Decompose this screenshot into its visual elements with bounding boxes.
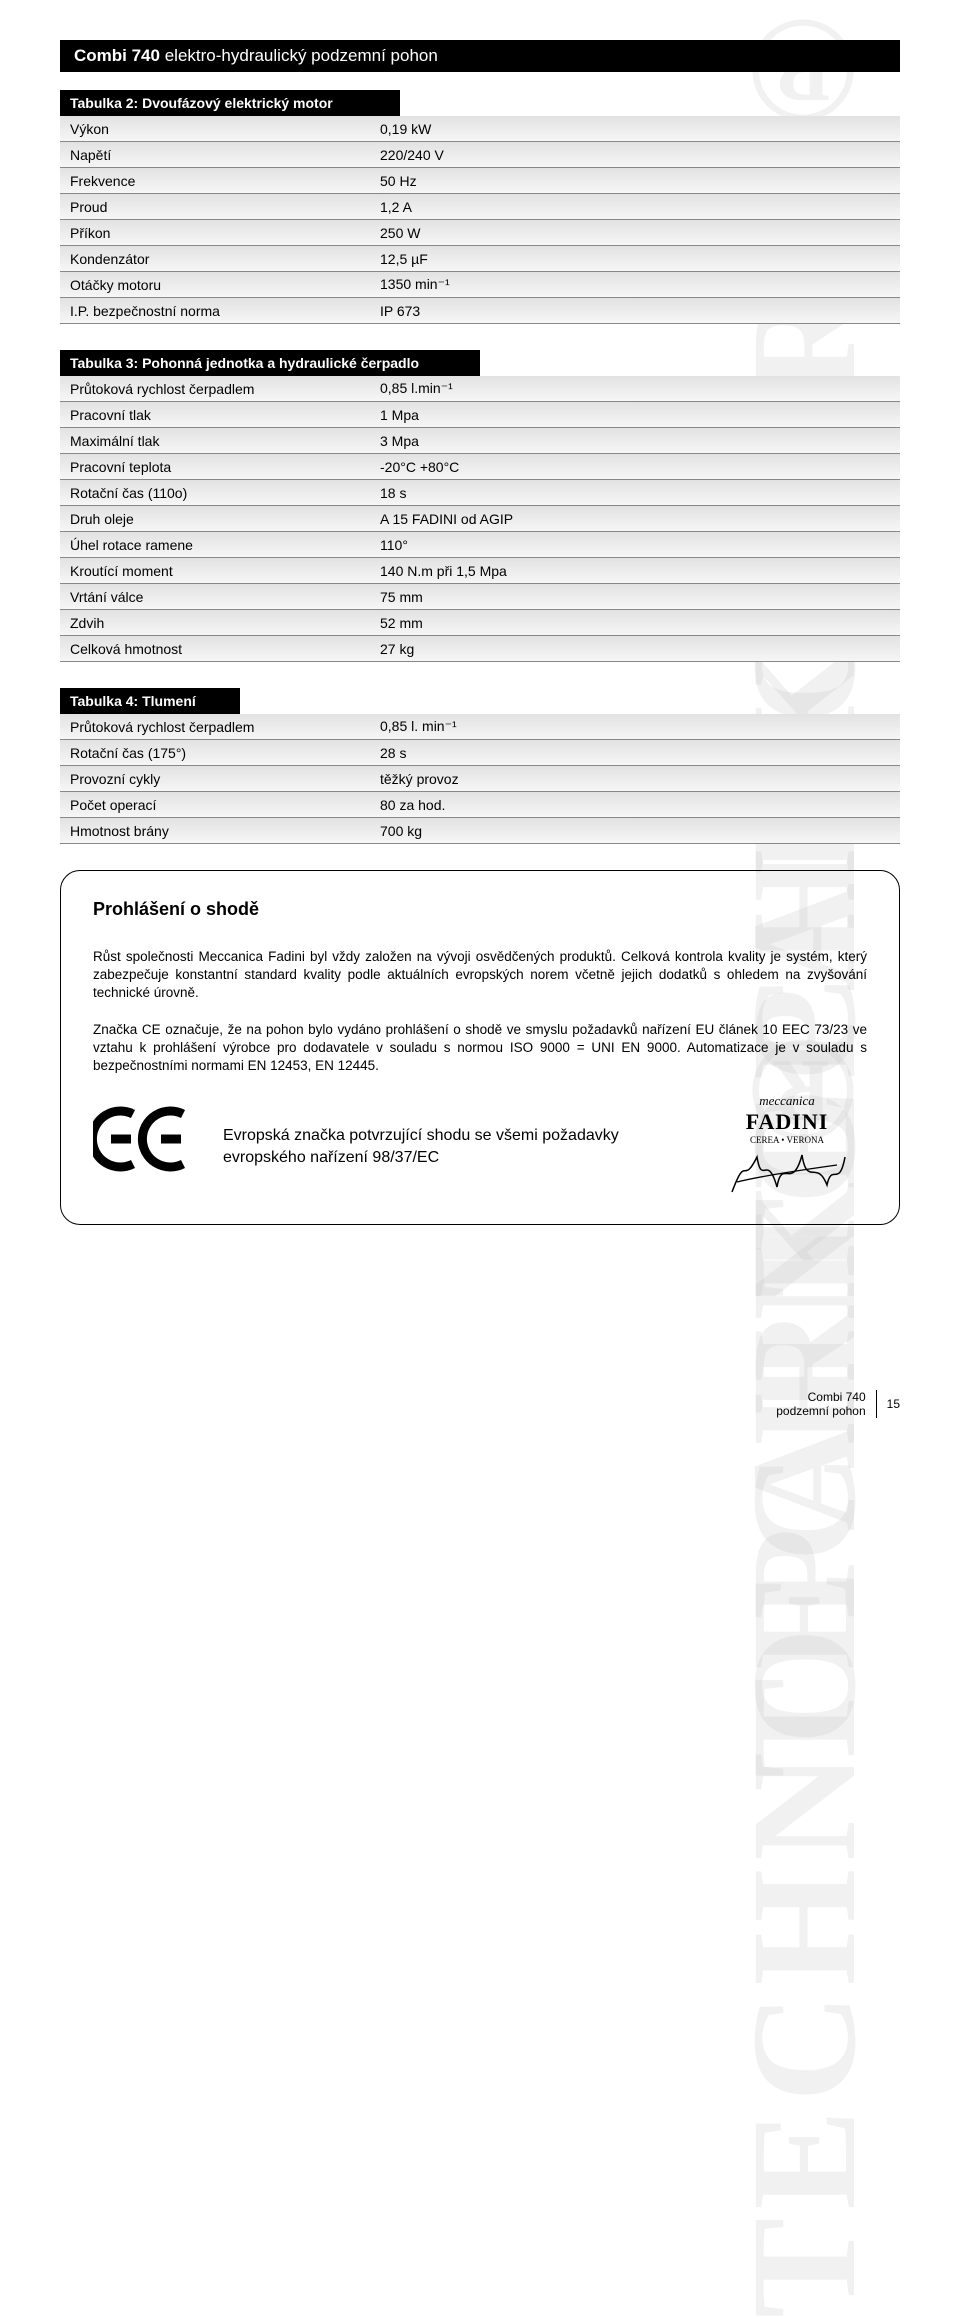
spec-value: 75 mm xyxy=(370,585,900,609)
table-row: Napětí220/240 V xyxy=(60,142,900,168)
table-row: Průtoková rychlost čerpadlem0,85 l.min⁻¹ xyxy=(60,376,900,402)
table-4: Tabulka 4: Tlumení Průtoková rychlost če… xyxy=(60,688,900,844)
product-name: Combi 740 xyxy=(74,46,160,65)
spec-value: 3 Mpa xyxy=(370,429,900,453)
spec-label: Napětí xyxy=(60,143,370,167)
ce-mark-icon xyxy=(93,1104,203,1189)
spec-value: 0,85 l. min⁻¹ xyxy=(370,714,900,739)
spec-label: Pracovní tlak xyxy=(60,403,370,427)
table-row: Příkon250 W xyxy=(60,220,900,246)
declaration-box: Prohlášení o shodě Růst společnosti Mecc… xyxy=(60,870,900,1225)
spec-value: 18 s xyxy=(370,481,900,505)
table-row: Rotační čas (175°)28 s xyxy=(60,740,900,766)
declaration-para-2: Značka CE označuje, že na pohon bylo vyd… xyxy=(93,1021,867,1076)
table-row: Rotační čas (110o)18 s xyxy=(60,480,900,506)
sig-line-2: FADINI xyxy=(707,1109,867,1135)
spec-label: Rotační čas (175°) xyxy=(60,741,370,765)
table-row: Kroutící moment140 N.m při 1,5 Mpa xyxy=(60,558,900,584)
spec-label: Proud xyxy=(60,195,370,219)
table-4-title: Tabulka 4: Tlumení xyxy=(60,688,240,714)
spec-label: Provozní cykly xyxy=(60,767,370,791)
table-row: Druh olejeA 15 FADINI od AGIP xyxy=(60,506,900,532)
table-row: I.P. bezpečnostní normaIP 673 xyxy=(60,298,900,324)
spec-label: Kondenzátor xyxy=(60,247,370,271)
spec-value: 52 mm xyxy=(370,611,900,635)
table-2: Tabulka 2: Dvoufázový elektrický motor V… xyxy=(60,90,900,324)
spec-label: Maximální tlak xyxy=(60,429,370,453)
footer-page-number: 15 xyxy=(887,1397,900,1411)
ce-text: Evropská značka potvrzující shodu se vše… xyxy=(223,1125,687,1168)
spec-value: 110° xyxy=(370,533,900,557)
spec-value: 12,5 µF xyxy=(370,247,900,271)
product-subtitle: elektro-hydraulický podzemní pohon xyxy=(165,46,438,65)
spec-value: 700 kg xyxy=(370,819,900,843)
table-row: Úhel rotace ramene110° xyxy=(60,532,900,558)
table-row: Provozní cyklytěžký provoz xyxy=(60,766,900,792)
spec-label: Hmotnost brány xyxy=(60,819,370,843)
page-footer: Combi 740 podzemní pohon 15 xyxy=(776,1390,900,1418)
spec-value: 27 kg xyxy=(370,637,900,661)
spec-value: těžký provoz xyxy=(370,767,900,791)
spec-label: Příkon xyxy=(60,221,370,245)
spec-label: Frekvence xyxy=(60,169,370,193)
declaration-para-1: Růst společnosti Meccanica Fadini byl vž… xyxy=(93,948,867,1003)
signature-block: meccanica FADINI CEREA • VERONA xyxy=(707,1093,867,1200)
declaration-title: Prohlášení o shodě xyxy=(93,899,867,920)
spec-label: Zdvih xyxy=(60,611,370,635)
table-row: Vrtání válce75 mm xyxy=(60,584,900,610)
spec-value: -20°C +80°C xyxy=(370,455,900,479)
table-row: Pracovní tlak1 Mpa xyxy=(60,402,900,428)
spec-label: Vrtání válce xyxy=(60,585,370,609)
spec-label: Celková hmotnost xyxy=(60,637,370,661)
table-row: Maximální tlak3 Mpa xyxy=(60,428,900,454)
spec-value: 140 N.m při 1,5 Mpa xyxy=(370,559,900,583)
table-row: Frekvence50 Hz xyxy=(60,168,900,194)
table-row: Výkon0,19 kW xyxy=(60,116,900,142)
table-3-title: Tabulka 3: Pohonná jednotka a hydraulick… xyxy=(60,350,480,376)
table-2-title: Tabulka 2: Dvoufázový elektrický motor xyxy=(60,90,400,116)
spec-label: Úhel rotace ramene xyxy=(60,533,370,557)
signature-scribble xyxy=(727,1147,847,1200)
spec-value: 220/240 V xyxy=(370,143,900,167)
spec-value: IP 673 xyxy=(370,299,900,323)
spec-value: 0,85 l.min⁻¹ xyxy=(370,376,900,401)
table-row: Počet operací80 za hod. xyxy=(60,792,900,818)
footer-divider xyxy=(876,1390,877,1418)
spec-label: Rotační čas (110o) xyxy=(60,481,370,505)
spec-value: 80 za hod. xyxy=(370,793,900,817)
table-3: Tabulka 3: Pohonná jednotka a hydraulick… xyxy=(60,350,900,662)
table-row: Hmotnost brány700 kg xyxy=(60,818,900,844)
spec-value: 1 Mpa xyxy=(370,403,900,427)
spec-label: Výkon xyxy=(60,117,370,141)
sig-line-3: CEREA • VERONA xyxy=(707,1135,867,1145)
table-row: Pracovní teplota-20°C +80°C xyxy=(60,454,900,480)
spec-value: 50 Hz xyxy=(370,169,900,193)
table-row: Celková hmotnost27 kg xyxy=(60,636,900,662)
footer-subtitle: podzemní pohon xyxy=(776,1404,865,1418)
spec-value: A 15 FADINI od AGIP xyxy=(370,507,900,531)
spec-label: Druh oleje xyxy=(60,507,370,531)
spec-label: Průtoková rychlost čerpadlem xyxy=(60,377,370,401)
spec-label: Pracovní teplota xyxy=(60,455,370,479)
spec-value: 1,2 A xyxy=(370,195,900,219)
table-row: Otáčky motoru1350 min⁻¹ xyxy=(60,272,900,298)
spec-label: Kroutící moment xyxy=(60,559,370,583)
spec-value: 250 W xyxy=(370,221,900,245)
table-row: Kondenzátor12,5 µF xyxy=(60,246,900,272)
table-row: Průtoková rychlost čerpadlem0,85 l. min⁻… xyxy=(60,714,900,740)
spec-label: Průtoková rychlost čerpadlem xyxy=(60,715,370,739)
spec-value: 0,19 kW xyxy=(370,117,900,141)
table-row: Zdvih52 mm xyxy=(60,610,900,636)
spec-value: 1350 min⁻¹ xyxy=(370,272,900,297)
page-header: Combi 740 elektro-hydraulický podzemní p… xyxy=(60,40,900,72)
spec-label: I.P. bezpečnostní norma xyxy=(60,299,370,323)
footer-product: Combi 740 xyxy=(776,1390,865,1404)
spec-label: Otáčky motoru xyxy=(60,273,370,297)
spec-value: 28 s xyxy=(370,741,900,765)
spec-label: Počet operací xyxy=(60,793,370,817)
table-row: Proud1,2 A xyxy=(60,194,900,220)
sig-line-1: meccanica xyxy=(707,1093,867,1109)
